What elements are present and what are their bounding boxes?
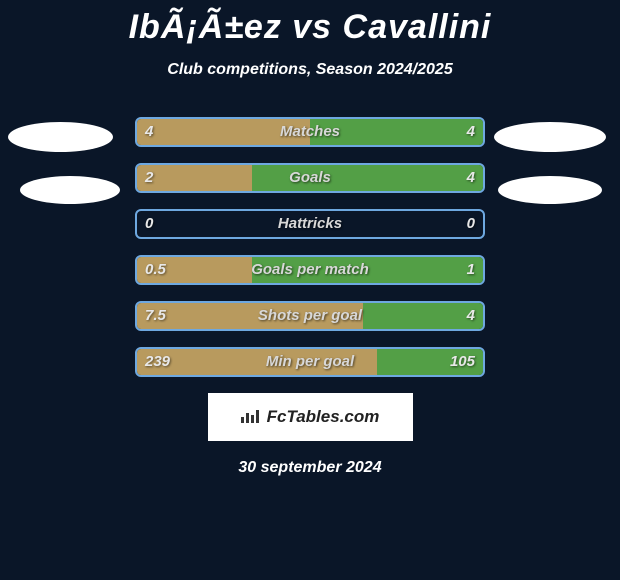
logo-text: FcTables.com [267, 407, 380, 427]
stat-row: 239105Min per goal [0, 347, 620, 377]
decorative-ellipse [494, 122, 606, 152]
comparison-chart: 44Matches24Goals00Hattricks0.51Goals per… [0, 117, 620, 377]
decorative-ellipse [8, 122, 113, 152]
stat-label: Goals per match [135, 255, 485, 285]
subtitle: Club competitions, Season 2024/2025 [0, 61, 620, 79]
decorative-ellipse [20, 176, 120, 204]
date-label: 30 september 2024 [0, 459, 620, 477]
stat-label: Min per goal [135, 347, 485, 377]
page-title: IbÃ¡Ã±ez vs Cavallini [0, 0, 620, 47]
chart-icon [241, 407, 261, 428]
stat-label: Shots per goal [135, 301, 485, 331]
stat-row: 00Hattricks [0, 209, 620, 239]
decorative-ellipse [498, 176, 602, 204]
stat-row: 0.51Goals per match [0, 255, 620, 285]
stat-label: Hattricks [135, 209, 485, 239]
logo-box: FcTables.com [208, 393, 413, 441]
stat-label: Goals [135, 163, 485, 193]
stat-row: 7.54Shots per goal [0, 301, 620, 331]
stat-label: Matches [135, 117, 485, 147]
